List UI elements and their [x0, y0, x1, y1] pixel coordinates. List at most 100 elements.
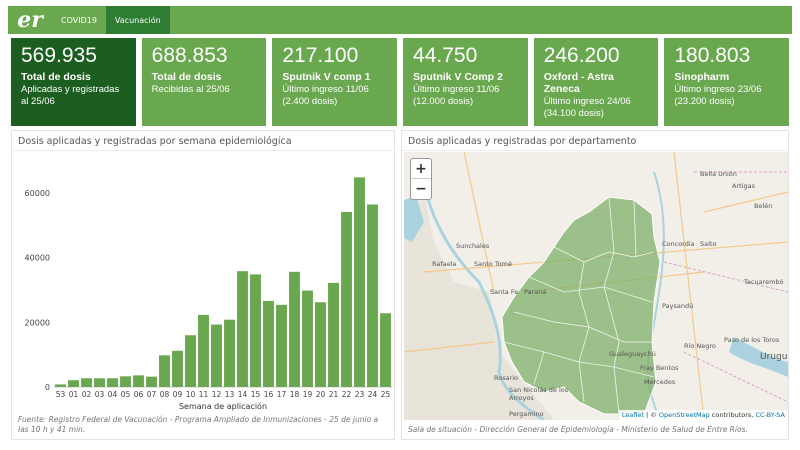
card-sub: (23.200 dosis): [674, 96, 735, 107]
bar-week-03[interactable]: [94, 378, 105, 387]
map-tiles: [404, 152, 788, 420]
x-tick-label: 25: [381, 390, 391, 399]
panel-title: Dosis aplicadas y registradas por semana…: [12, 131, 394, 151]
card-sub: (34.100 dosis): [543, 108, 604, 119]
bar-week-01[interactable]: [68, 380, 79, 387]
x-tick-label: 10: [186, 390, 196, 399]
city-label: Rafaela: [432, 260, 457, 268]
bar-week-02[interactable]: [81, 378, 92, 387]
card-label: Total de dosis: [21, 71, 91, 83]
leaflet-link[interactable]: Leaflet: [621, 411, 644, 419]
card-sub: al 25/06: [21, 96, 55, 107]
city-label: Paysandú: [662, 302, 694, 310]
card-sub: (2.400 dosis): [282, 96, 338, 107]
card-label: Sinopharm: [674, 71, 730, 83]
city-label: Santa Fe: [490, 288, 519, 296]
city-label: Pergamino: [509, 410, 544, 418]
bar-week-53[interactable]: [55, 384, 66, 387]
bar-week-19[interactable]: [302, 290, 313, 387]
card-sub: Último ingreso 11/06: [413, 84, 500, 95]
bar-week-12[interactable]: [211, 324, 222, 387]
bar-week-17[interactable]: [276, 304, 287, 387]
bar-week-18[interactable]: [289, 271, 300, 387]
chart-source-note: Fuente: Registro Federal de Vacunación -…: [18, 415, 379, 434]
x-tick-label: 08: [160, 390, 170, 399]
y-tick-label: 20000: [25, 318, 50, 327]
x-axis-title: Semana de aplicación: [179, 401, 267, 411]
bar-week-07[interactable]: [146, 376, 157, 387]
bar-week-16[interactable]: [263, 300, 274, 387]
card-sub: (12.000 dosis): [413, 96, 474, 107]
zoom-in-button[interactable]: +: [411, 159, 431, 179]
bar-week-05[interactable]: [120, 376, 131, 387]
card-value: 217.100: [282, 44, 359, 67]
card-value: 688.853: [151, 44, 228, 67]
card-total-aplicadas: 569.935 Total de dosis Aplicadas y regis…: [11, 38, 136, 126]
city-label: Bella Unión: [700, 170, 737, 178]
city-label: Fray Bentos: [640, 364, 679, 372]
bar-week-21[interactable]: [328, 282, 339, 387]
bar-week-08[interactable]: [159, 355, 170, 387]
bar-week-09[interactable]: [172, 350, 183, 387]
bar-week-14[interactable]: [237, 271, 248, 387]
logo[interactable]: er: [17, 7, 43, 33]
bar-week-10[interactable]: [185, 335, 196, 387]
card-sputnik-2: 44.750 Sputnik V Comp 2 Último ingreso 1…: [403, 38, 528, 126]
x-tick-label: 12: [212, 390, 222, 399]
city-label: Artigas: [732, 182, 755, 190]
nav-covid19[interactable]: COVID19: [61, 15, 97, 25]
city-label: Belén: [754, 202, 773, 210]
city-label: Tacuarembó: [744, 278, 784, 286]
weekly-doses-bar-chart: 0 20000 40000 60000 53 01 02 03 04 05 06 07 08 09 10 11…: [25, 177, 392, 411]
weekly-doses-panel: Dosis aplicadas y registradas por semana…: [11, 130, 395, 440]
map-source-note: Sala de situación - Dirección General de…: [408, 425, 748, 434]
osm-link[interactable]: OpenStreetMap: [658, 411, 710, 419]
y-tick-label: 40000: [25, 254, 50, 263]
x-tick-label: 22: [342, 390, 352, 399]
bar-week-11[interactable]: [198, 314, 209, 387]
card-astrazeneca: 246.200 Oxford - Astra Zeneca Último ing…: [533, 38, 659, 126]
city-label: Santo Tomé: [474, 260, 512, 268]
attribution-sep: | ©: [643, 411, 659, 419]
card-value: 180.803: [674, 44, 751, 67]
x-tick-label: 02: [82, 390, 92, 399]
x-tick-label: 20: [316, 390, 326, 399]
bar-week-23[interactable]: [354, 177, 365, 387]
x-tick-label: 04: [108, 390, 118, 399]
license-link[interactable]: CC-BY-SA: [755, 411, 785, 419]
bar-week-04[interactable]: [107, 378, 118, 387]
city-label: Uruguay: [760, 352, 788, 362]
stats-cards: 569.935 Total de dosis Aplicadas y regis…: [11, 38, 790, 126]
bar-week-20[interactable]: [315, 302, 326, 387]
x-tick-label: 15: [251, 390, 261, 399]
bar-week-15[interactable]: [250, 274, 261, 387]
zoom-out-button[interactable]: −: [415, 181, 427, 197]
card-sub: Último ingreso 23/06: [674, 84, 762, 95]
bar-week-13[interactable]: [224, 319, 235, 387]
x-tick-label: 21: [329, 390, 339, 399]
city-label: Sunchales: [456, 242, 490, 250]
card-sub: Aplicadas y registradas: [21, 84, 120, 95]
nav-vacunacion[interactable]: Vacunación: [105, 6, 170, 34]
city-label: Concordia: [662, 240, 695, 248]
map-view[interactable]: Sunchales Rafaela Santo Tomé Santa Fe Pa…: [404, 152, 788, 420]
department-map-panel: Dosis aplicadas y registradas por depart…: [401, 130, 789, 440]
x-tick-label: 24: [368, 390, 378, 399]
card-sub: Último ingreso 11/06: [282, 84, 369, 95]
x-tick-label: 17: [277, 390, 287, 399]
card-sputnik-1: 217.100 Sputnik V comp 1 Último ingreso …: [272, 38, 398, 126]
x-tick-label: 01: [69, 390, 79, 399]
bar-week-22[interactable]: [341, 211, 352, 387]
bar-week-24[interactable]: [367, 204, 378, 387]
card-label: Oxford - Astra Zeneca: [543, 71, 614, 95]
card-value: 44.750: [413, 44, 478, 67]
city-label: Gualeguaychú: [609, 350, 656, 358]
city-label: Paso de los Toros: [724, 336, 780, 344]
attribution-contrib: contributors,: [709, 411, 756, 419]
x-tick-label: 11: [199, 390, 209, 399]
card-sub: Último ingreso 24/06: [543, 96, 631, 107]
bar-week-25[interactable]: [380, 313, 391, 387]
card-label: Sputnik V Comp 2: [413, 71, 503, 83]
bar-week-06[interactable]: [133, 375, 144, 387]
map-zoom-control: + −: [410, 158, 432, 200]
